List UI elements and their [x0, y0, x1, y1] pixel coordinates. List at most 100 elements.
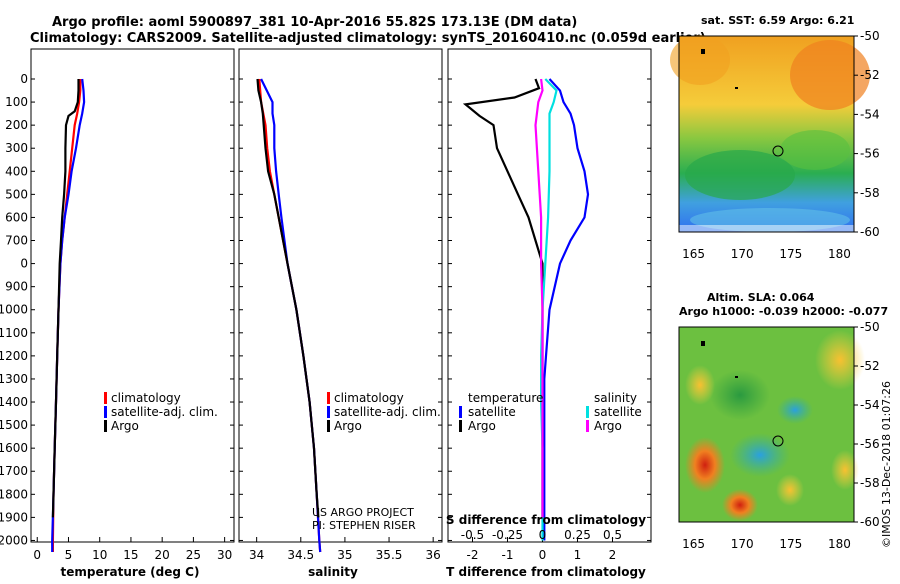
legend-s-satellite: satellite — [594, 405, 642, 419]
legend-s-argo: Argo — [594, 419, 622, 433]
map-lat-tick-label: -60 — [860, 515, 880, 529]
project-note-line2: PI: STEPHEN RISER — [312, 519, 416, 532]
depth-tick-label: 1700 — [0, 464, 28, 478]
series-line-argo — [51, 79, 80, 518]
secondary-tick-label: 0.5 — [603, 528, 622, 542]
legend-swatch-satellite — [104, 406, 107, 418]
depth-tick-label: 100 — [5, 95, 28, 109]
legend-argo: Argo — [111, 419, 139, 433]
difference-panel-frame — [447, 48, 652, 543]
map-lat-tick-label: -56 — [860, 147, 880, 161]
map-lon-tick-label: 170 — [731, 537, 754, 551]
x-tick-label: 34 — [249, 548, 264, 562]
sla-low-patch — [730, 433, 790, 477]
legend-swatch-t-argo — [459, 420, 462, 432]
sla-map-axes: 165 170 175 180 -50 -52 -54 -56 -58 -60 — [682, 320, 879, 551]
secondary-tick-label: -0.25 — [492, 528, 523, 542]
land-speck — [735, 87, 738, 89]
depth-tick-label: 1900 — [0, 510, 28, 524]
x-tick-label: 25 — [186, 548, 201, 562]
series-line-temperature-argo — [462, 78, 544, 518]
salinity-legend: climatology satellite-adj. clim. Argo US… — [312, 391, 441, 532]
legend-heading-salinity: salinity — [594, 391, 637, 405]
series-line-satellite-adj-clim- — [51, 78, 86, 552]
map-lat-tick-label: -56 — [860, 437, 880, 451]
land-speck — [701, 49, 705, 54]
series-line-salinity-argo — [534, 78, 544, 518]
difference-axis-label: T difference from climatology — [446, 565, 646, 579]
depth-tick-label: 1300 — [0, 372, 28, 386]
salinity-axis-label: salinity — [308, 565, 358, 579]
legend-swatch-satellite — [327, 406, 330, 418]
depth-tick-label: 1500 — [0, 418, 28, 432]
sla-high-patch — [776, 474, 804, 506]
x-tick-label: -1 — [502, 548, 514, 562]
map-lat-tick-label: -58 — [860, 186, 880, 200]
x-tick-label: 1 — [574, 548, 582, 562]
project-note-line1: US ARGO PROJECT — [312, 506, 414, 519]
sla-low-patch — [710, 370, 770, 420]
depth-tick-label: 400 — [5, 164, 28, 178]
map-lon-tick-label: 170 — [731, 247, 754, 261]
x-tick-label: 10 — [92, 548, 107, 562]
legend-t-argo: Argo — [468, 419, 496, 433]
x-tick-label: 34.5 — [287, 548, 314, 562]
secondary-tick-label: 0 — [539, 528, 547, 542]
map-lon-tick-label: 165 — [682, 537, 705, 551]
x-tick-label: 2 — [609, 548, 617, 562]
x-tick-label: 5 — [65, 548, 73, 562]
legend-heading-temperature: temperature — [468, 391, 543, 405]
sla-high-patch — [685, 365, 715, 405]
secondary-tick-label: -0.5 — [461, 528, 484, 542]
series-line-satellite-adj-clim- — [260, 78, 322, 553]
x-tick-label: 15 — [123, 548, 138, 562]
figure-title-line1: Argo profile: aoml 5900897_381 10-Apr-20… — [52, 15, 577, 30]
sla-low-patch — [777, 396, 813, 424]
legend-swatch-argo — [327, 420, 330, 432]
depth-tick-label: 2000 — [0, 533, 28, 547]
series-line-climatology — [258, 78, 322, 553]
land-speck — [735, 376, 738, 378]
map-lat-tick-label: -52 — [860, 359, 880, 373]
sst-map — [670, 35, 870, 233]
legend-swatch-climatology — [327, 392, 330, 404]
temperature-legend: climatology satellite-adj. clim. Argo — [104, 391, 218, 433]
land-speck — [701, 341, 705, 346]
sst-warm-patch — [670, 35, 730, 85]
series-line-temperature-satellite — [543, 78, 590, 541]
legend-climatology: climatology — [334, 391, 404, 405]
argo-float-marker — [772, 435, 784, 447]
legend-satellite: satellite-adj. clim. — [334, 405, 441, 419]
sst-no-data — [679, 225, 854, 232]
depth-tick-label: 200 — [5, 118, 28, 132]
depth-axis: 0 100 200 300 400 500 600 700 0 900 1000 1100 1200 13… — [0, 72, 651, 547]
imos-watermark: ©IMOS 13-Dec-2018 01:07:26 — [880, 381, 893, 548]
sla-high-patch — [815, 330, 865, 390]
sla-high-patch — [722, 489, 758, 521]
sst-warm-patch — [790, 40, 870, 110]
sla-map-title-line1: Altim. SLA: 0.064 — [707, 291, 815, 304]
map-lon-tick-label: 180 — [828, 537, 851, 551]
x-tick-label: 30 — [217, 548, 232, 562]
x-tick-label: 0 — [539, 548, 547, 562]
map-lat-tick-label: -52 — [860, 68, 880, 82]
map-lat-tick-label: -58 — [860, 476, 880, 490]
map-lon-tick-label: 175 — [779, 537, 802, 551]
legend-swatch-argo — [104, 420, 107, 432]
legend-swatch-t-satellite — [459, 406, 462, 418]
x-tick-label: -2 — [467, 548, 479, 562]
map-lat-tick-label: -54 — [860, 107, 880, 121]
map-lon-tick-label: 180 — [828, 247, 851, 261]
map-lat-tick-label: -60 — [860, 225, 880, 239]
map-lon-tick-label: 175 — [779, 247, 802, 261]
sla-map — [678, 326, 865, 523]
temperature-axis-label: temperature (deg C) — [61, 565, 200, 579]
sst-green-patch — [685, 150, 795, 200]
sla-map-frame — [678, 326, 855, 523]
salinity-panel: 34 34.5 35 35.5 36 — [249, 78, 441, 562]
sst-green-patch — [780, 130, 850, 170]
secondary-tick-label: 0.25 — [564, 528, 591, 542]
x-tick-label: 20 — [155, 548, 170, 562]
